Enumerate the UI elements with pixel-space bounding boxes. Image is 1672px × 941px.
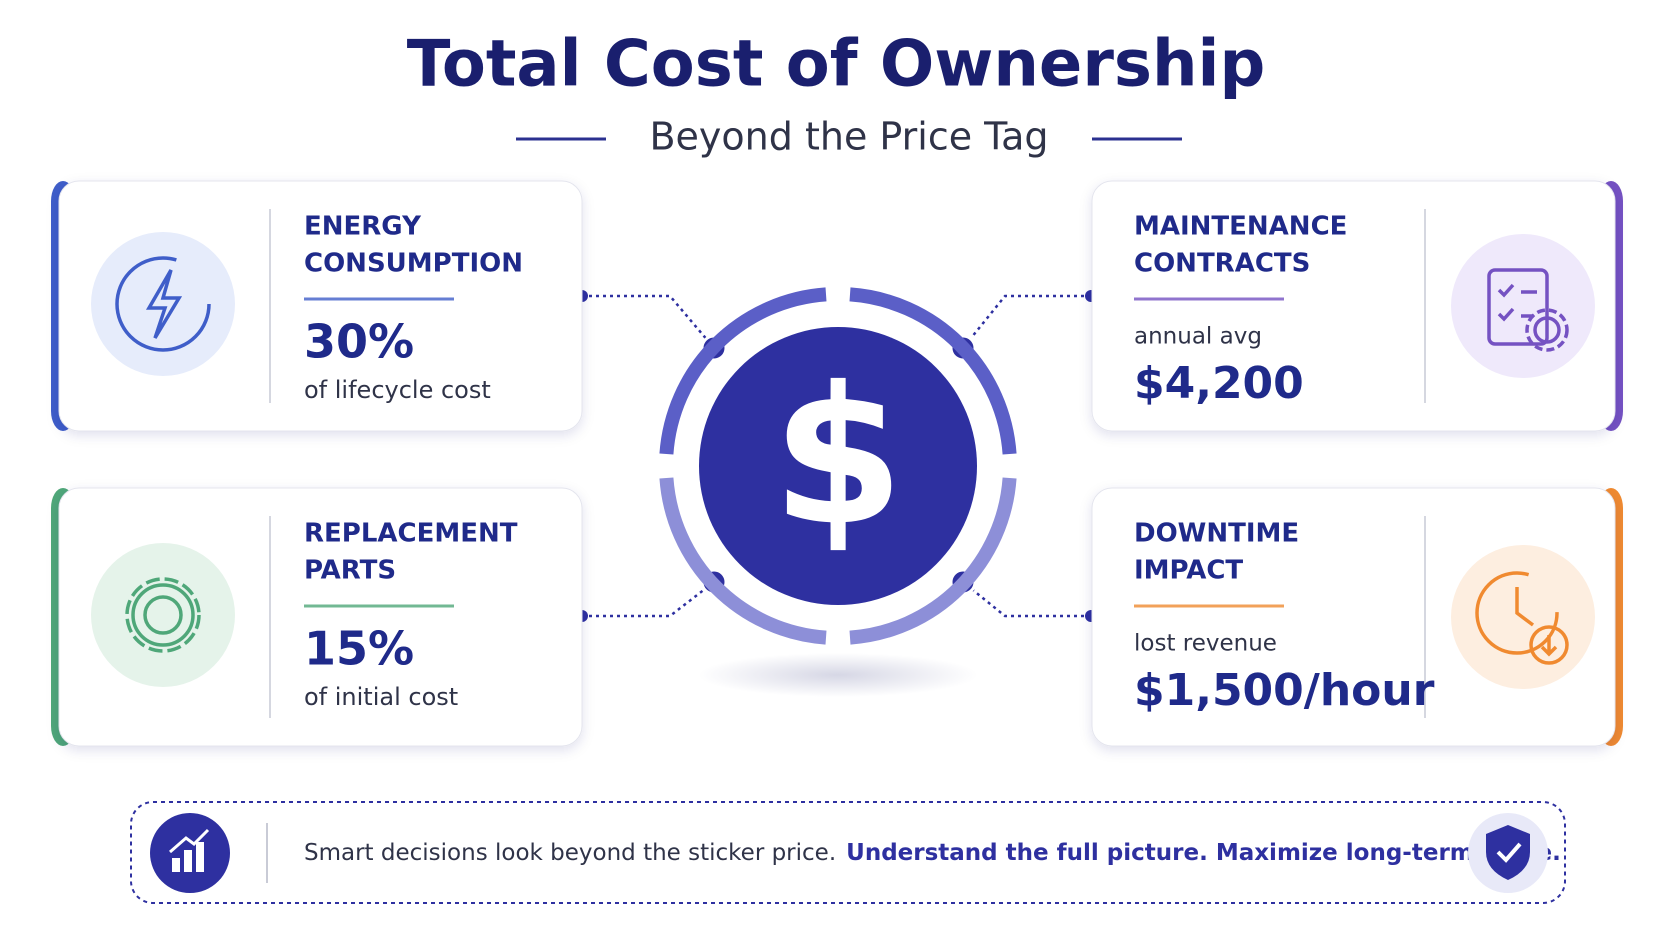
card-title: MAINTENANCE (1134, 212, 1347, 242)
card-value: 15% (304, 622, 414, 676)
title: Total Cost of Ownership (407, 28, 1266, 102)
card-title: IMPACT (1134, 556, 1243, 586)
card-note: of initial cost (304, 683, 458, 711)
card-value: 30% (304, 315, 414, 369)
connector (582, 581, 715, 618)
connector (582, 294, 715, 349)
icon-bg (91, 543, 235, 687)
footer-text: Smart decisions look beyond the sticker … (304, 840, 1561, 866)
icon-bg (1451, 234, 1595, 378)
connector (962, 581, 1091, 618)
card-title: PARTS (304, 556, 396, 586)
card-value: $4,200 (1134, 358, 1304, 409)
icon (1487, 268, 1569, 352)
card-label: annual avg (1134, 324, 1262, 350)
icon-part (1487, 268, 1549, 346)
footer-emphasis: Understand the full picture. Maximize lo… (846, 840, 1561, 866)
icon-part (115, 256, 211, 352)
cards: ENERGY CONSUMPTION 30% of lifecycle cost MAI… (51, 180, 1623, 747)
icon (115, 256, 211, 352)
icon-bg (91, 232, 235, 376)
icon-part (125, 577, 201, 653)
shield-icon (1486, 825, 1530, 880)
icon-part (145, 269, 183, 339)
ring-segment (659, 287, 827, 455)
center-symbol: $ (772, 346, 904, 567)
icon-part (1475, 571, 1559, 655)
card-note: of lifecycle cost (304, 376, 491, 404)
ring-segment (849, 287, 1017, 455)
icon-part (1533, 316, 1561, 344)
chart-icon (169, 828, 210, 872)
icon-part (143, 595, 183, 635)
center-ring (659, 287, 1017, 645)
icon-part (1497, 283, 1537, 322)
icon (125, 577, 201, 653)
center-shadow (698, 653, 978, 697)
subtitle: Beyond the Price Tag (649, 115, 1048, 159)
icon-part (1525, 308, 1569, 352)
ring-segment (849, 477, 1017, 645)
card-title: DOWNTIME (1134, 519, 1299, 549)
card (1091, 487, 1616, 747)
center-circle (699, 327, 977, 605)
shield-check (1496, 842, 1522, 863)
ring-segment (659, 477, 827, 645)
connector (962, 294, 1091, 349)
icon-part (1515, 587, 1535, 627)
icon-part (1529, 625, 1569, 665)
icon-part (131, 583, 195, 647)
card-title: REPLACEMENT (304, 519, 518, 549)
footer-plain: Smart decisions look beyond the sticker … (304, 840, 836, 866)
card-title: ENERGY (304, 212, 422, 242)
card (1091, 180, 1616, 432)
card-title: CONTRACTS (1134, 249, 1310, 279)
footer-box (130, 801, 1566, 904)
icon (1475, 571, 1569, 665)
icon-part (1540, 635, 1558, 657)
card-label: lost revenue (1134, 631, 1277, 657)
card-value: $1,500/hour (1134, 665, 1435, 716)
card-title: CONSUMPTION (304, 249, 523, 279)
